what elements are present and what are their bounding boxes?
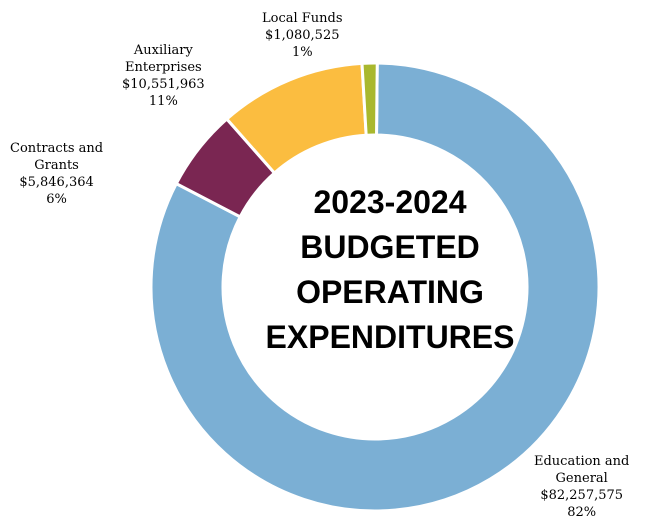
donut-slice-0 — [149, 61, 601, 513]
slice-name-line: Grants — [34, 158, 79, 173]
slice-percent: 82% — [567, 505, 597, 520]
data-label-auxiliary-enterprises: Auxiliary Enterprises $10,551,963 11% — [122, 42, 205, 110]
data-label-contracts-and-grants: Contracts and Grants $5,846,364 6% — [10, 140, 103, 208]
donut-slice-3 — [360, 61, 379, 137]
slice-name-line: Contracts and — [10, 141, 104, 156]
slice-name-line: Local Funds — [262, 11, 343, 26]
slice-percent: 11% — [148, 94, 178, 109]
chart-title: 2023-2024 BUDGETED OPERATING EXPENDITURE… — [250, 180, 530, 360]
slice-value: $10,551,963 — [122, 77, 205, 92]
data-label-education-and-general: Education and General $82,257,575 82% — [534, 453, 629, 521]
title-line-3: OPERATING — [296, 274, 484, 310]
title-line-1: 2023-2024 — [313, 184, 467, 220]
slice-name-line: Education and — [534, 454, 630, 469]
slice-value: $1,080,525 — [265, 28, 340, 43]
title-line-4: EXPENDITURES — [265, 319, 515, 355]
slice-percent: 1% — [291, 45, 313, 60]
slice-name-line: Auxiliary — [133, 43, 193, 58]
title-line-2: BUDGETED — [300, 229, 480, 265]
slice-value: $82,257,575 — [540, 488, 624, 503]
slice-value: $5,846,364 — [19, 175, 94, 190]
slice-name-line: Enterprises — [124, 60, 202, 75]
slice-percent: 6% — [46, 192, 67, 207]
slice-name-line: General — [555, 471, 608, 486]
data-label-local-funds: Local Funds $1,080,525 1% — [262, 10, 343, 61]
